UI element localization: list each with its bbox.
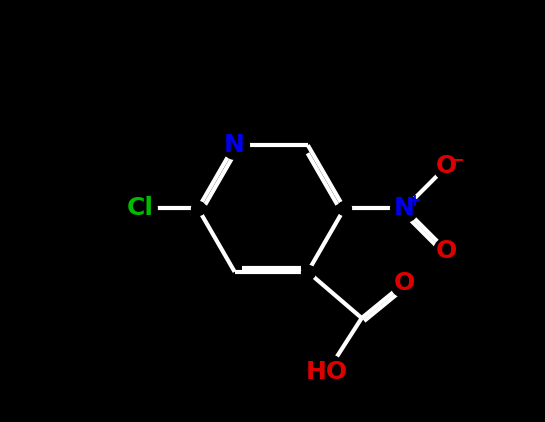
- Text: O: O: [436, 239, 457, 263]
- Text: HO: HO: [306, 360, 348, 384]
- Text: N: N: [394, 197, 415, 220]
- Text: O: O: [436, 154, 457, 178]
- Text: +: +: [408, 192, 421, 210]
- Text: N: N: [224, 133, 245, 157]
- Text: −: −: [451, 150, 464, 168]
- Text: Cl: Cl: [127, 197, 154, 220]
- Text: O: O: [393, 271, 415, 295]
